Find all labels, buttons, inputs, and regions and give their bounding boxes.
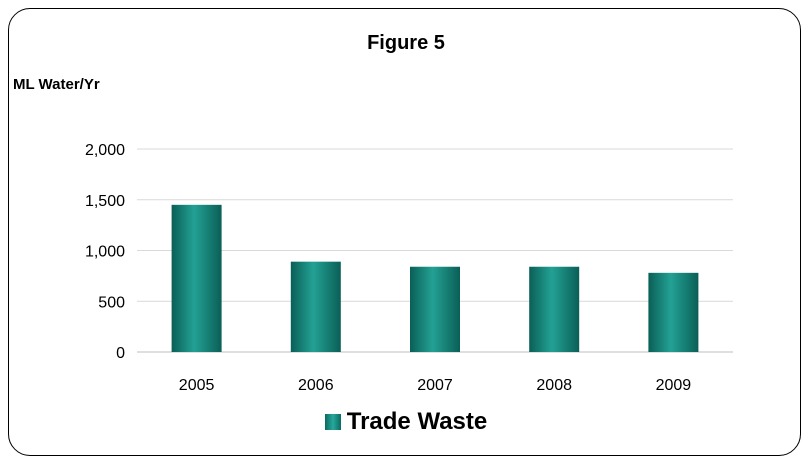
chart-title: Figure 5 <box>367 32 445 54</box>
x-tick-label: 2008 <box>536 377 572 394</box>
legend-swatch <box>324 414 341 430</box>
bar <box>410 266 460 352</box>
x-tick-label: 2006 <box>298 377 334 394</box>
bar <box>529 266 580 352</box>
legend-label: Trade Waste <box>346 408 488 435</box>
y-tick-label: 1,000 <box>85 244 125 261</box>
legend: Trade Waste <box>0 408 812 436</box>
bar <box>290 261 341 352</box>
y-tick-label: 0 <box>116 345 125 362</box>
x-tick-label: 2009 <box>656 377 692 394</box>
y-tick-label: 1,500 <box>85 193 125 210</box>
x-tick-label: 2005 <box>179 377 215 394</box>
bar <box>171 204 222 352</box>
chart-frame <box>8 8 801 456</box>
x-tick-label: 2007 <box>417 377 453 394</box>
y-axis-label: ML Water/Yr <box>13 76 100 93</box>
bar <box>648 272 699 352</box>
y-tick-label: 500 <box>98 294 125 311</box>
y-tick-label: 2,000 <box>85 142 125 159</box>
